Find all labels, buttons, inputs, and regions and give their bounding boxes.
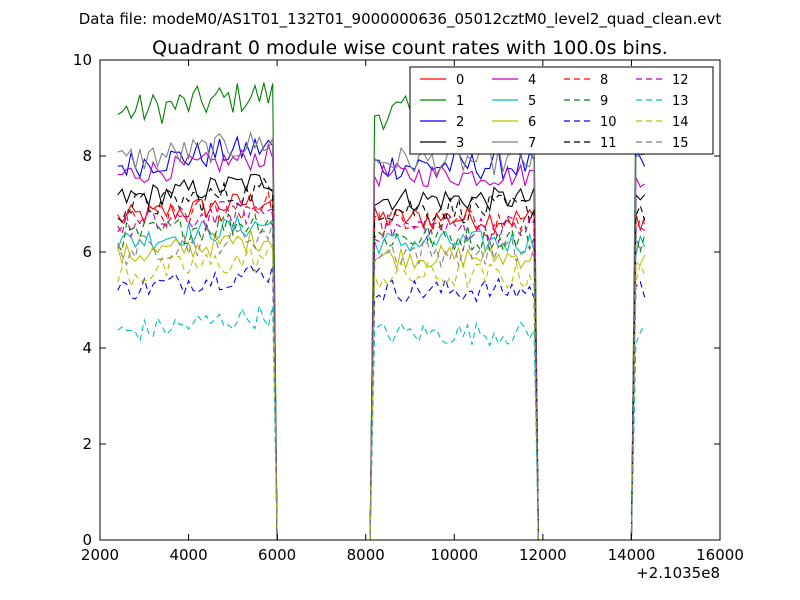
legend-label-3: 3: [456, 136, 464, 151]
series-line-module-13: [117, 303, 646, 541]
series-layer: [117, 82, 646, 541]
series-line-module-14: [117, 245, 646, 541]
x-tick-label: 2000: [81, 546, 119, 564]
series-line-module-15: [117, 220, 646, 541]
legend-label-12: 12: [672, 73, 689, 88]
series-line-module-12: [117, 198, 646, 541]
series-line-module-8: [117, 190, 646, 541]
series-line-module-5: [117, 214, 646, 541]
legend-label-2: 2: [456, 115, 464, 130]
series-line-module-11: [117, 177, 646, 541]
series-line-module-9: [117, 212, 646, 541]
series-line-module-4: [117, 142, 646, 541]
y-tick-label: 6: [82, 243, 92, 261]
x-tick-label: 14000: [608, 546, 656, 564]
data-file-label: Data file: modeM0/AS1T01_132T01_90000006…: [79, 10, 722, 29]
x-tick-label: 10000: [430, 546, 478, 564]
x-tick-label: 8000: [347, 546, 385, 564]
series-line-module-10: [117, 264, 646, 541]
x-tick-label: 12000: [519, 546, 567, 564]
ticks-layer: 2000 4000 6000 8000 10000 12000 14000 16000 0 2 4 6…: [73, 51, 744, 564]
legend-label-11: 11: [600, 136, 617, 151]
legend-label-15: 15: [672, 136, 689, 151]
x-tick-label: 4000: [169, 546, 207, 564]
chart-title: Quadrant 0 module wise count rates with …: [152, 37, 668, 59]
legend-label-14: 14: [672, 115, 689, 130]
x-offset-label: +2.1035e8: [636, 564, 720, 582]
legend-label-9: 9: [600, 94, 608, 109]
y-tick-label: 0: [82, 531, 92, 549]
legend-label-1: 1: [456, 94, 464, 109]
legend-label-7: 7: [528, 136, 536, 151]
x-tick-label: 16000: [696, 546, 744, 564]
legend-label-10: 10: [600, 115, 617, 130]
legend-label-8: 8: [600, 73, 608, 88]
legend-label-13: 13: [672, 94, 689, 109]
legend-label-5: 5: [528, 94, 536, 109]
series-line-module-3: [117, 173, 646, 541]
legend-label-4: 4: [528, 73, 536, 88]
x-tick-label: 6000: [258, 546, 296, 564]
y-tick-label: 8: [82, 147, 92, 165]
legend-label-6: 6: [528, 115, 536, 130]
y-tick-label: 4: [82, 339, 92, 357]
legend-frame: [409, 66, 714, 155]
plot-frame: [99, 59, 721, 541]
legend-label-0: 0: [456, 73, 464, 88]
y-tick-label: 10: [73, 51, 92, 69]
y-tick-label: 2: [82, 435, 92, 453]
